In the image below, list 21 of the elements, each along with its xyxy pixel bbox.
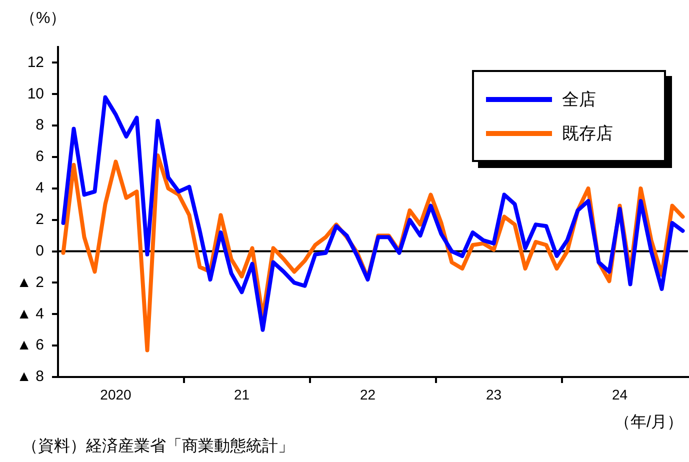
y-tick-label: 2 [36,211,44,228]
x-tick-label: 24 [612,386,628,402]
x-tick-label: 2020 [100,386,132,402]
y-tick-label: ▲ 2 [16,274,44,291]
y-axis-title: （%） [20,9,66,29]
y-tick-label: 12 [27,54,44,71]
y-tick-label: ▲ 8 [16,368,44,386]
y-tick-label: ▲ 6 [16,336,44,354]
y-tick-label: 6 [36,148,44,166]
legend-label: 既存店 [562,122,613,144]
x-axis-title: （年/月） [614,413,683,433]
legend-label: 全店 [562,88,596,110]
x-tick-label: 22 [360,386,376,402]
y-tick-label: ▲ 4 [16,305,44,322]
y-tick-label: 4 [36,180,44,197]
y-tick-label: 10 [27,85,44,102]
y-tick-label: 0 [36,242,44,260]
y-tick-label: 8 [36,116,44,134]
x-tick-label: 21 [234,386,250,402]
text: （資料）経済産業省「商業動態統計」 [22,436,294,457]
x-tick-label: 23 [486,386,502,402]
